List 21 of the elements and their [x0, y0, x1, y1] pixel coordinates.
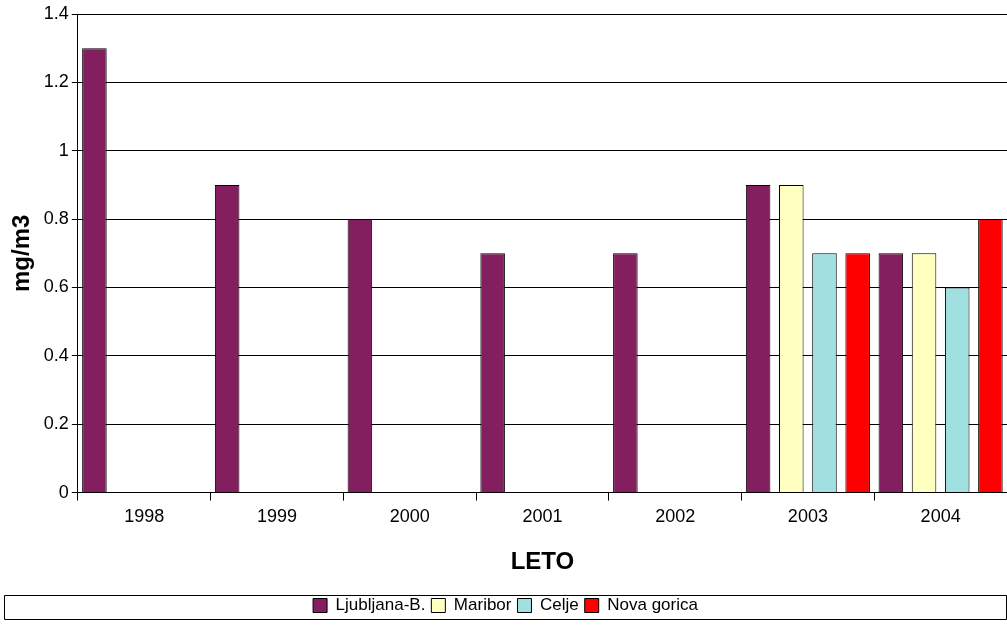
y-tick-label: 1	[58, 139, 69, 160]
x-tick-label: 1999	[256, 506, 297, 527]
y-tick-label: 0.6	[43, 276, 69, 297]
x-tick-label: 2000	[389, 506, 430, 527]
x-tick-label: 2001	[522, 506, 563, 527]
y-tick-label: 0	[58, 481, 69, 502]
y-tick-label: 0.8	[43, 208, 69, 229]
legend-label: Nova gorica	[607, 595, 699, 615]
y-tick-label: 1.2	[43, 71, 69, 92]
x-axis-title: LETO	[510, 547, 575, 575]
x-tick-label: 2003	[787, 506, 828, 527]
y-axis-title: mg/m3	[7, 214, 35, 292]
x-tick-label: 1998	[124, 506, 165, 527]
y-tick-label: 0.4	[43, 344, 69, 365]
x-tick-label: 2004	[920, 506, 961, 527]
legend-label: Ljubljana-B.	[335, 595, 426, 615]
y-tick-label: 0.2	[43, 413, 69, 434]
legend-label: Maribor	[453, 595, 512, 615]
x-tick-label: 2002	[655, 506, 696, 527]
y-tick-label: 1.4	[43, 2, 69, 23]
legend-label: Celje	[539, 595, 579, 615]
